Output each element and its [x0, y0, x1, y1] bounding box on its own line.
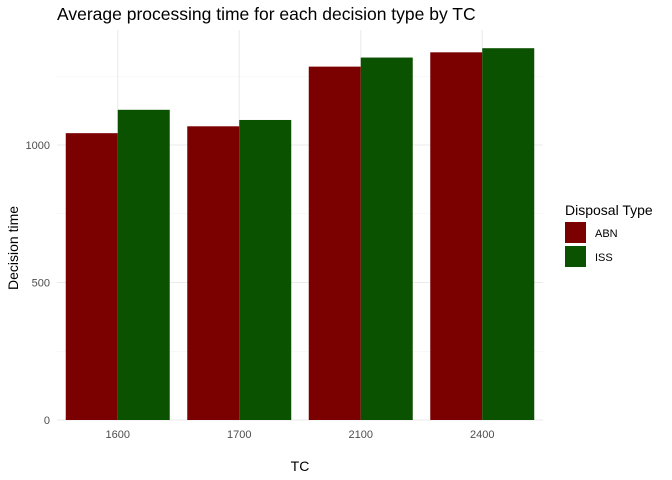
y-tick-label: 1000 [26, 140, 50, 152]
legend-label-abn: ABN [595, 228, 618, 240]
legend-title: Disposal Type [565, 202, 653, 218]
y-axis-ticks: 0 500 1000 [26, 140, 50, 427]
chart-title: Average processing time for each decisio… [57, 4, 476, 24]
x-tick-label: 1700 [227, 429, 251, 441]
legend-key-iss [565, 246, 586, 267]
bar-iss-2400 [482, 48, 535, 420]
y-tick-label: 500 [32, 278, 50, 290]
bar-iss-1700 [239, 119, 292, 420]
bar-abn-1600 [65, 133, 118, 421]
x-axis-ticks: 1600 1700 2100 2400 [106, 429, 495, 441]
bar-abn-2100 [308, 66, 361, 420]
bar-iss-1600 [117, 109, 170, 421]
x-tick-label: 2400 [470, 429, 494, 441]
legend-label-iss: ISS [595, 252, 613, 264]
x-tick-label: 1600 [106, 429, 130, 441]
legend: Disposal Type ABN ISS [565, 202, 653, 267]
x-tick-label: 2100 [349, 429, 373, 441]
bar-abn-2400 [430, 52, 483, 420]
y-tick-label: 0 [44, 415, 50, 427]
legend-key-abn [565, 222, 586, 243]
bar-iss-2100 [360, 57, 413, 421]
bar-abn-1700 [187, 126, 240, 421]
x-axis-label: TC [291, 458, 310, 474]
y-axis-label: Decision time [5, 206, 21, 290]
bars [65, 48, 535, 421]
